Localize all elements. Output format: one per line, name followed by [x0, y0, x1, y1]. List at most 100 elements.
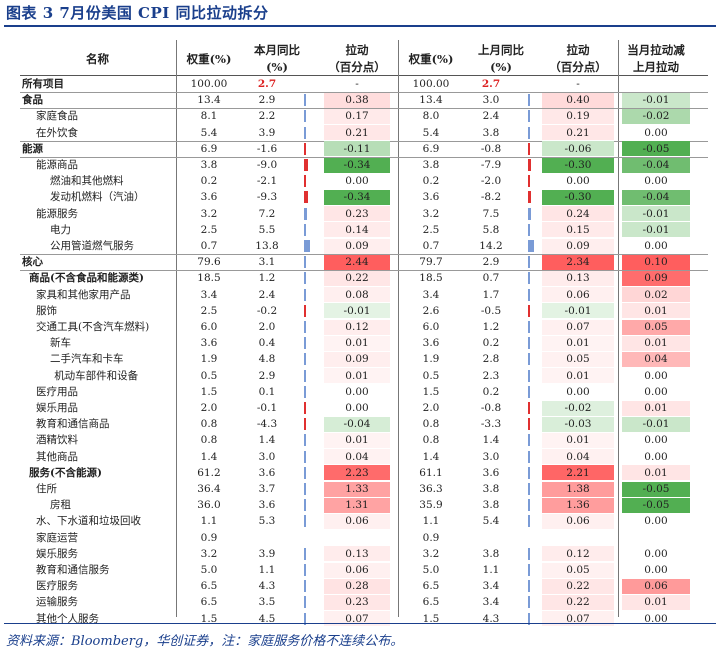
contrib-heat-cell — [324, 319, 390, 335]
row-w2-value: 6.9 — [422, 142, 440, 155]
row-d-value: -0.01 — [642, 207, 670, 220]
row-w1-value: 3.2 — [200, 547, 218, 560]
row-c2-value: 0.05 — [566, 353, 590, 366]
row-c2-value: 0.12 — [566, 547, 590, 560]
row-yoy1-value: -4.3 — [256, 418, 278, 431]
contrib-heat-cell — [324, 611, 390, 627]
row-yoy1-value: 4.8 — [258, 353, 276, 366]
negative-bar — [528, 159, 532, 171]
row-w1-value: 1.9 — [200, 353, 218, 366]
positive-bar — [304, 580, 306, 593]
positive-bar — [528, 207, 532, 220]
row-d-value: -0.01 — [642, 94, 670, 107]
row-d-value: 0.00 — [644, 126, 668, 139]
row-d-value: -0.05 — [642, 142, 670, 155]
row-yoy1-value: -9.3 — [256, 191, 278, 204]
diff-heat-cell — [622, 335, 690, 351]
row-c2-value: -0.02 — [564, 402, 592, 414]
row-yoy2-value: -0.8 — [480, 402, 502, 414]
row-c2-value: 0.05 — [566, 564, 590, 576]
row-label: 家庭运营 — [36, 531, 78, 544]
row-w2-value: 100.00 — [412, 78, 450, 90]
row-c2-value: 0.22 — [566, 596, 590, 609]
row-w2-value: 1.1 — [422, 515, 440, 528]
row-label: 运输服务 — [36, 596, 78, 609]
row-c1-value: 0.07 — [345, 612, 369, 625]
row-d-value: 0.01 — [644, 596, 668, 609]
row-label: 所有项目 — [22, 78, 64, 90]
positive-bar — [304, 564, 306, 576]
row-yoy1-value: 3.1 — [258, 256, 276, 269]
row-d-value: -0.04 — [642, 159, 670, 171]
diff-heat-cell — [622, 222, 690, 238]
row-yoy2-value: 3.0 — [482, 450, 500, 463]
footer-rule — [4, 623, 716, 624]
positive-bar — [528, 434, 530, 447]
row-yoy1-value: 0.1 — [258, 385, 276, 398]
row-w1-value: 6.9 — [200, 142, 218, 155]
contrib-heat-cell — [324, 189, 390, 206]
row-w1-value: 2.5 — [200, 223, 218, 236]
row-label: 新车 — [50, 337, 71, 350]
diff-heat-cell — [622, 270, 690, 287]
row-c2-value: 0.19 — [566, 110, 590, 123]
row-d-value: 0.01 — [644, 337, 668, 350]
row-d-value: 0.00 — [644, 564, 668, 576]
row-c1-value: -0.11 — [343, 142, 371, 155]
row-c1-value: 0.00 — [345, 385, 369, 398]
positive-bar — [304, 434, 306, 447]
row-label: 能源服务 — [36, 207, 78, 220]
header-yoy-current: 本月同比 (%) — [254, 43, 300, 74]
row-d-value: -0.05 — [642, 499, 670, 512]
row-d-value: 0.00 — [644, 385, 668, 398]
row-label: 其他商品 — [36, 450, 78, 463]
row-c1-value: -0.34 — [343, 191, 371, 204]
negative-bar — [528, 418, 530, 431]
contrib-heat-cell — [542, 449, 614, 465]
row-c1-value: 0.17 — [345, 110, 369, 123]
diff-heat-cell — [622, 141, 690, 157]
row-c1-value: -0.04 — [343, 418, 371, 431]
row-d-value: -0.01 — [642, 418, 670, 431]
contrib-heat-cell — [542, 189, 614, 206]
row-c1-value: 0.28 — [345, 580, 369, 593]
row-c2-value: 0.21 — [566, 126, 590, 139]
row-w2-value: 1.9 — [422, 353, 440, 366]
positive-bar — [304, 110, 306, 123]
row-c2-value: - — [576, 78, 580, 90]
row-yoy2-value: 3.4 — [482, 596, 500, 609]
row-w2-value: 5.0 — [422, 564, 440, 576]
row-yoy2-value: 2.9 — [482, 256, 500, 269]
row-yoy2-value: 3.8 — [482, 483, 500, 495]
row-d-value: 0.09 — [644, 272, 668, 285]
row-w1-value: 0.8 — [200, 418, 218, 431]
contrib-heat-cell — [542, 254, 614, 270]
contrib-heat-cell — [542, 270, 614, 287]
row-c1-value: 0.21 — [345, 126, 369, 139]
row-c2-value: 0.06 — [566, 288, 590, 301]
row-w1-value: 2.0 — [200, 402, 218, 414]
positive-bar — [528, 466, 530, 479]
row-label: 医疗服务 — [36, 580, 78, 593]
row-c2-value: 0.40 — [566, 94, 590, 107]
row-c2-value: 0.22 — [566, 580, 590, 593]
row-yoy2-value: 0.2 — [482, 385, 500, 398]
row-yoy2-value: -2.0 — [480, 175, 502, 188]
row-c2-value: 0.00 — [566, 175, 590, 188]
contrib-heat-cell — [324, 303, 390, 319]
positive-bar — [528, 272, 530, 285]
row-w2-value: 2.6 — [422, 304, 440, 317]
contrib-heat-cell — [542, 206, 614, 222]
diff-heat-cell — [622, 578, 690, 594]
contrib-heat-cell — [542, 238, 614, 254]
positive-bar — [304, 499, 306, 512]
row-yoy1-value: 3.5 — [258, 596, 276, 609]
row-c1-value: 0.06 — [345, 515, 369, 528]
row-yoy2-value: 14.2 — [479, 240, 503, 252]
row-yoy2-value: 5.8 — [482, 223, 500, 236]
row-w2-value: 0.2 — [422, 175, 440, 188]
contrib-heat-cell — [542, 222, 614, 238]
row-yoy1-value: 0.4 — [258, 337, 276, 350]
row-w1-value: 8.1 — [200, 110, 218, 123]
contrib-heat-cell — [542, 368, 614, 384]
